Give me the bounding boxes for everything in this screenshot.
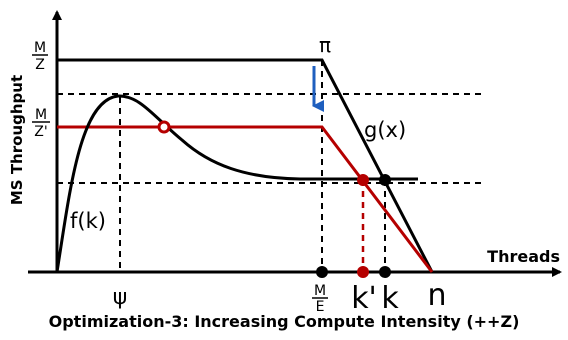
y-mark-lower-den: Z' [34,124,47,140]
x-marker-k-prime [357,266,369,278]
x-mark-m-over-e-num: M [314,283,326,299]
label-pi: π [319,33,331,57]
figure-caption: Optimization-3: Increasing Compute Inten… [48,312,520,331]
intersection-red-filled [357,174,369,186]
x-mark-n: n [427,278,446,313]
x-mark-psi: ψ [113,285,128,310]
y-mark-upper-num: M [34,40,46,56]
y-mark-lower-num: M [35,107,47,123]
y-axis-label: MS Throughput [8,75,26,205]
intersection-black-filled [379,174,391,186]
label-f-k: f(k) [70,209,106,233]
f-k-curve [55,94,418,273]
y-mark-upper-den: Z [35,57,45,73]
x-mark-m-over-e-den: E [316,299,325,315]
x-marker-m-over-e [316,266,328,278]
roofline-original [57,58,434,273]
x-mark-k-prime: k' [351,281,377,316]
x-mark-k: k [381,281,399,316]
roofline-lowered [57,125,434,273]
label-g-x: g(x) [364,118,406,142]
x-marker-k [379,266,391,278]
x-axis-label: Threads [487,247,560,266]
intersection-red-open [157,120,171,134]
